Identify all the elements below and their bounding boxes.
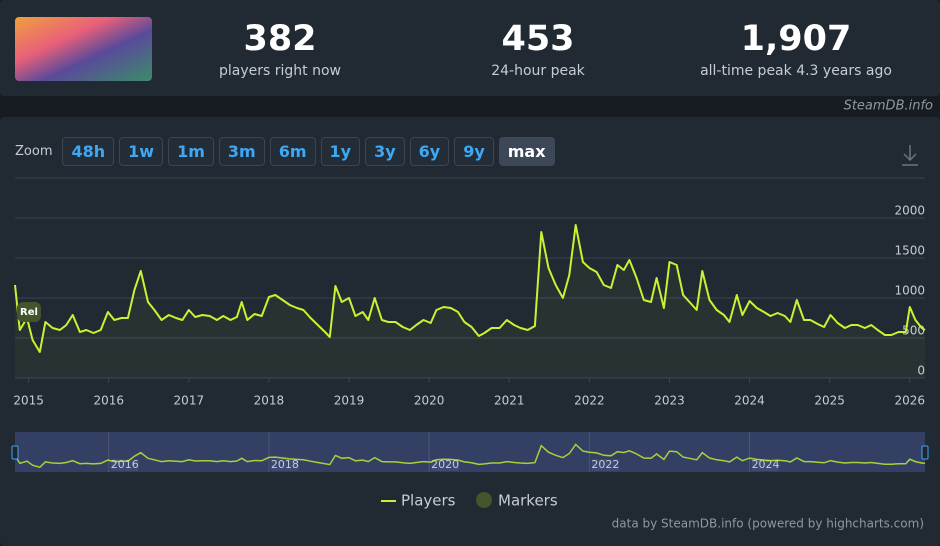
- stat-value: 1,907: [741, 19, 852, 59]
- navigator-handle[interactable]: [11, 445, 19, 460]
- marker-label: Rel: [20, 307, 38, 318]
- series-line: [14, 224, 926, 353]
- stat-label: 24-hour peak: [491, 63, 585, 79]
- stat-value: 453: [501, 19, 574, 59]
- navigator-selection: [15, 432, 925, 472]
- zoom-button[interactable]: 3m: [218, 137, 265, 166]
- zoom-button[interactable]: 48h: [62, 137, 115, 166]
- legend-label: Players: [401, 492, 456, 510]
- navigator-label-bg: [270, 459, 299, 471]
- navigator-label-bg: [431, 459, 460, 471]
- stat-label: all-time peak 4.3 years ago: [700, 63, 892, 79]
- zoom-bar: Zoom 48h 1w 1m 3m 6m 1y 3y 6y 9y max: [15, 137, 555, 166]
- x-tick-label: 2015: [13, 394, 44, 408]
- chart-panel: [0, 117, 940, 546]
- x-tick-label: 2025: [814, 394, 845, 408]
- navigator-tick-label: 2020: [431, 458, 459, 471]
- y-tick-label: 1500: [894, 244, 925, 258]
- y-tick-label: 2000: [894, 204, 925, 218]
- x-tick-label: 2023: [654, 394, 685, 408]
- zoom-button[interactable]: 6y: [409, 137, 450, 166]
- zoom-button[interactable]: 9y: [454, 137, 494, 166]
- zoom-button[interactable]: 1y: [320, 137, 361, 166]
- navigator-line: [14, 443, 926, 469]
- zoom-button[interactable]: 1m: [168, 137, 214, 166]
- brand: SteamDB.info: [844, 99, 933, 114]
- series-area: [15, 225, 925, 378]
- legend-label: Markers: [498, 492, 558, 510]
- x-tick-label: 2018: [254, 394, 285, 408]
- zoom-button[interactable]: 3y: [365, 137, 405, 166]
- navigator-handle[interactable]: [921, 445, 929, 460]
- game-image: [15, 17, 152, 81]
- download-icon[interactable]: [902, 145, 918, 166]
- credit: data by SteamDB.info (powered by highcha…: [612, 517, 924, 531]
- zoom-label: Zoom: [15, 144, 53, 159]
- navigator-label-bg: [591, 459, 620, 471]
- y-tick-label: 0: [917, 364, 925, 378]
- y-tick-label: 500: [902, 324, 925, 338]
- x-tick-label: 2024: [734, 394, 765, 408]
- x-tick-label: 2020: [414, 394, 445, 408]
- marker-flag: [17, 302, 42, 322]
- x-tick-label: 2016: [93, 394, 124, 408]
- x-tick-label: 2019: [334, 394, 365, 408]
- stat-label: players right now: [219, 63, 341, 79]
- x-tick-label: 2017: [174, 394, 205, 408]
- y-tick-label: 1000: [894, 284, 925, 298]
- stat-value: 382: [243, 19, 316, 59]
- zoom-button[interactable]: 1w: [119, 137, 164, 166]
- navigator-label-bg: [751, 459, 780, 471]
- navigator-tick-label: 2022: [591, 458, 619, 471]
- navigator-tick-label: 2018: [271, 458, 299, 471]
- x-tick-label: 2021: [494, 394, 525, 408]
- legend-marker: [476, 492, 492, 508]
- x-tick-label: 2022: [574, 394, 605, 408]
- navigator-tick-label: 2016: [111, 458, 139, 471]
- x-tick-label: 2026: [895, 394, 926, 408]
- zoom-button[interactable]: max: [498, 137, 555, 166]
- zoom-button[interactable]: 6m: [269, 137, 316, 166]
- stats-panel: [0, 0, 940, 96]
